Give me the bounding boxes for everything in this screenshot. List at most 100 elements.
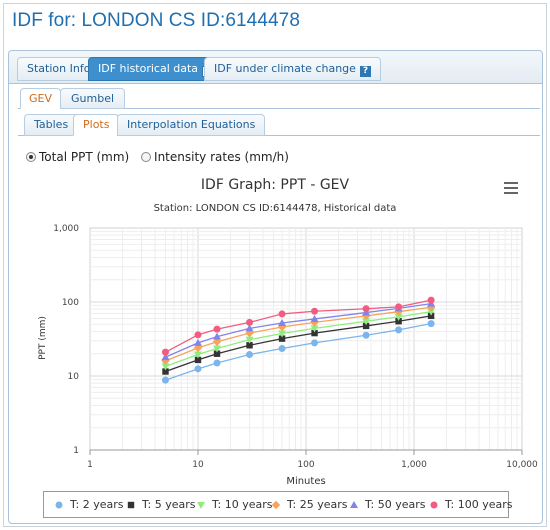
- data-point: [213, 350, 221, 357]
- data-point: [213, 345, 222, 353]
- legend-item[interactable]: T: 100 years: [429, 498, 512, 511]
- y-tick-label: 1: [73, 446, 79, 456]
- legend-item[interactable]: T: 5 years: [126, 498, 195, 511]
- data-point: [362, 331, 370, 339]
- y-axis-label: PPT (mm): [38, 316, 48, 360]
- tab-tables[interactable]: Tables: [24, 114, 79, 136]
- legend-label: T: 10 years: [212, 498, 273, 511]
- data-point: [245, 324, 254, 332]
- legend-marker: [350, 501, 358, 508]
- legend-marker: [197, 502, 205, 509]
- radio-intensity-rates[interactable]: [141, 152, 152, 162]
- radio-total-ppt-label[interactable]: Total PPT (mm): [39, 150, 130, 164]
- data-point: [278, 310, 286, 318]
- tab-label: IDF historical data: [98, 62, 199, 75]
- x-tick-label: 10,000: [506, 460, 538, 470]
- tab-label: Tables: [34, 118, 69, 131]
- y-tick-label: 10: [68, 372, 80, 382]
- data-point: [311, 307, 319, 315]
- chart-subtitle: Station: LONDON CS ID:6144478, Historica…: [153, 203, 397, 214]
- legend-item[interactable]: T: 50 years: [349, 498, 425, 511]
- tab-idf-historical-data[interactable]: IDF historical data?: [88, 57, 224, 81]
- chart-series: [161, 296, 436, 384]
- tab-station-info[interactable]: Station Info: [17, 57, 101, 81]
- data-point: [310, 325, 319, 333]
- data-point: [161, 376, 169, 384]
- tab-label: IDF under climate change: [214, 62, 356, 75]
- chart-legend: T: 2 years T: 5 years T: 10 years T: 25 yea…: [43, 491, 512, 518]
- data-point: [161, 353, 170, 361]
- legend-marker-icon: [55, 501, 63, 509]
- data-point: [427, 312, 435, 320]
- data-point: [194, 356, 202, 364]
- data-point: [162, 368, 169, 375]
- chart-title: IDF Graph: PPT - GEV: [200, 177, 350, 193]
- data-point: [427, 320, 435, 328]
- data-point: [395, 318, 402, 325]
- legend-label: T: 25 years: [287, 498, 348, 511]
- data-point: [362, 322, 370, 330]
- radio-total-ppt[interactable]: [26, 152, 36, 162]
- legend-marker: [271, 500, 281, 510]
- data-point: [213, 332, 222, 340]
- tab-interpolation-equations[interactable]: Interpolation Equations: [117, 114, 266, 136]
- data-point: [362, 318, 371, 326]
- tab-idf-climate-change[interactable]: IDF under climate change?: [204, 57, 381, 81]
- series-3: [161, 308, 436, 371]
- legend-marker-icon: [430, 501, 438, 509]
- legend-label: T: 50 years: [365, 498, 426, 511]
- data-point: [394, 313, 403, 321]
- series-6: [161, 296, 435, 356]
- data-point: [246, 342, 253, 349]
- legend-item[interactable]: T: 25 years: [271, 498, 347, 511]
- x-axis-label: Minutes: [286, 476, 325, 487]
- legend-marker: [55, 501, 63, 509]
- chart-grid: [89, 227, 523, 451]
- data-point: [193, 343, 203, 353]
- x-tick-label: 100: [297, 460, 314, 470]
- legend-marker-icon: [350, 501, 358, 508]
- tab-label: GEV: [29, 92, 52, 105]
- series-2: [162, 312, 435, 375]
- data-point: [427, 296, 435, 304]
- data-point: [310, 314, 319, 322]
- dist-tab-line: [18, 108, 540, 109]
- data-point: [395, 326, 403, 334]
- legend-label: T: 2 years: [70, 498, 124, 511]
- tab-label: Station Info: [27, 62, 91, 75]
- data-point: [311, 329, 318, 337]
- data-point: [278, 319, 287, 327]
- data-point: [362, 305, 370, 313]
- data-point: [278, 335, 286, 342]
- series-1: [161, 320, 435, 384]
- x-tick-label: 10: [192, 460, 204, 470]
- x-tick-label: 1,000: [401, 460, 427, 470]
- tab-label: Gumbel: [71, 92, 115, 105]
- x-tick-label: 1: [87, 460, 93, 470]
- data-point: [161, 363, 170, 371]
- tab-gumbel[interactable]: Gumbel: [60, 88, 126, 109]
- data-point: [213, 325, 221, 333]
- data-point: [395, 303, 403, 311]
- view-tab-line: [18, 135, 540, 136]
- help-icon[interactable]: ?: [359, 66, 371, 77]
- legend-label: T: 100 years: [445, 498, 513, 511]
- hamburger-menu-icon[interactable]: [504, 182, 518, 194]
- tab-gev[interactable]: GEV: [20, 88, 61, 109]
- legend-marker: [430, 501, 438, 509]
- legend-marker-icon: [127, 501, 135, 509]
- tab-plots[interactable]: Plots: [73, 114, 120, 136]
- data-point: [194, 331, 202, 339]
- data-point: [278, 345, 286, 353]
- legend-item[interactable]: T: 2 years: [54, 498, 123, 511]
- tab-label: Plots: [83, 118, 110, 131]
- radio-intensity-rates-label[interactable]: Intensity rates (mm/h): [154, 150, 289, 164]
- data-point: [245, 336, 254, 344]
- data-point: [161, 348, 169, 356]
- y-tick-label: 1,000: [53, 224, 79, 234]
- legend-item[interactable]: T: 10 years: [196, 498, 272, 511]
- y-tick-label: 100: [62, 298, 79, 308]
- data-point: [427, 308, 436, 316]
- tab-label: Interpolation Equations: [127, 118, 256, 131]
